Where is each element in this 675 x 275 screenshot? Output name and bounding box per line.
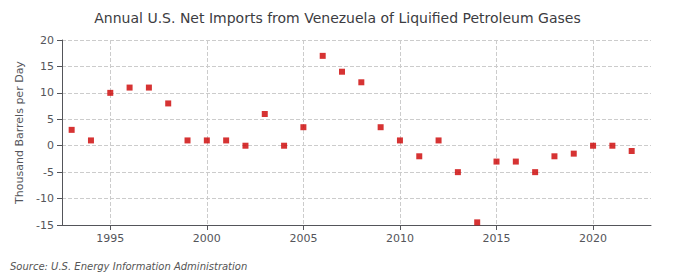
svg-text:20: 20 (40, 34, 54, 47)
svg-text:-15: -15 (36, 219, 54, 232)
svg-text:-10: -10 (36, 192, 54, 205)
svg-text:Annual U.S. Net Imports from V: Annual U.S. Net Imports from Venezuela o… (94, 10, 580, 26)
svg-text:0: 0 (47, 139, 54, 152)
svg-text:2015: 2015 (483, 232, 511, 245)
svg-text:2010: 2010 (386, 232, 414, 245)
svg-text:10: 10 (40, 86, 54, 99)
svg-text:2000: 2000 (193, 232, 221, 245)
svg-text:-5: -5 (43, 166, 54, 179)
svg-text:2020: 2020 (579, 232, 607, 245)
svg-text:2005: 2005 (289, 232, 317, 245)
svg-text:15: 15 (40, 60, 54, 73)
svg-text:Thousand Barrels per Day: Thousand Barrels per Day (13, 61, 26, 205)
svg-text:1995: 1995 (96, 232, 124, 245)
svg-text:5: 5 (47, 113, 54, 126)
svg-text:Source: U.S. Energy Informatio: Source: U.S. Energy Information Administ… (10, 261, 247, 272)
